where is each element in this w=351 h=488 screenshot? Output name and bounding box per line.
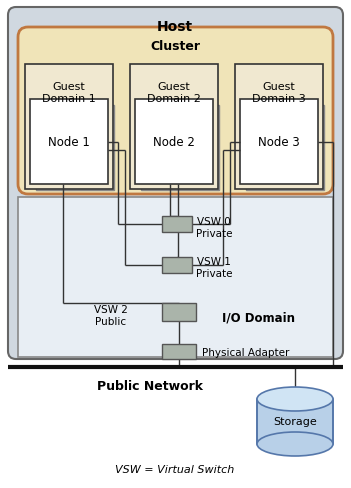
Bar — [257, 399, 333, 444]
FancyBboxPatch shape — [8, 8, 343, 359]
Text: Guest
Domain 2: Guest Domain 2 — [147, 82, 201, 103]
Text: Host: Host — [157, 20, 193, 34]
Text: Storage: Storage — [273, 416, 317, 426]
Bar — [135, 100, 213, 184]
Text: Node 3: Node 3 — [258, 135, 300, 148]
Ellipse shape — [257, 387, 333, 411]
Text: Physical Adapter: Physical Adapter — [202, 347, 289, 357]
Text: Node 2: Node 2 — [153, 135, 195, 148]
Bar — [162, 217, 192, 232]
Text: I/O Domain: I/O Domain — [221, 311, 294, 324]
Bar — [30, 100, 108, 184]
Text: VSW 2
Public: VSW 2 Public — [94, 305, 128, 326]
Text: VSW 0
Private: VSW 0 Private — [196, 217, 232, 238]
Bar — [18, 198, 333, 357]
Text: VSW 1
Private: VSW 1 Private — [196, 257, 232, 278]
Text: Node 1: Node 1 — [48, 135, 90, 148]
Ellipse shape — [257, 432, 333, 456]
Text: VSW = Virtual Switch: VSW = Virtual Switch — [115, 464, 234, 474]
Bar — [162, 345, 196, 359]
Bar — [25, 65, 113, 190]
Bar — [246, 106, 324, 191]
Bar — [240, 100, 318, 184]
Text: Cluster: Cluster — [150, 40, 200, 53]
FancyBboxPatch shape — [18, 28, 333, 195]
Text: Public Network: Public Network — [97, 379, 203, 392]
Bar — [162, 304, 196, 321]
Text: Guest
Domain 3: Guest Domain 3 — [252, 82, 306, 103]
Bar — [141, 106, 219, 191]
Bar — [235, 65, 323, 190]
Text: Guest
Domain 1: Guest Domain 1 — [42, 82, 96, 103]
Bar — [130, 65, 218, 190]
Bar — [162, 258, 192, 273]
Bar — [36, 106, 114, 191]
